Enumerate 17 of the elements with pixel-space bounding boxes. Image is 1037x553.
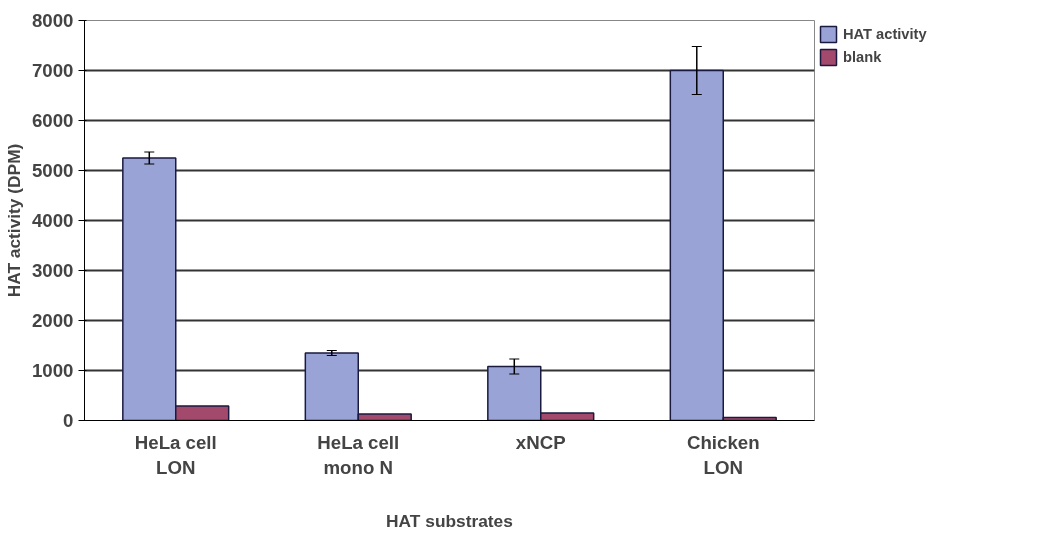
y-axis-title: HAT activity (DPM)	[4, 143, 24, 298]
y-tick-label: 2000	[32, 310, 74, 331]
x-axis-title: HAT substrates	[386, 510, 513, 531]
x-tick-label: HeLa cell LON	[134, 431, 217, 478]
y-tick-label: 0	[63, 410, 74, 431]
y-tick-label: 3000	[32, 260, 74, 281]
y-tick-label: 1000	[32, 360, 74, 381]
x-tick-label: HeLa cell mono N	[317, 431, 400, 478]
y-tick-label: 4000	[32, 210, 74, 231]
x-tick-label: xNCP	[515, 431, 566, 453]
y-tick-label: 8000	[32, 10, 74, 31]
y-tick-label: 5000	[32, 160, 74, 181]
y-tick-label: 6000	[32, 110, 74, 131]
legend-label: HAT activity	[843, 26, 927, 42]
y-tick-label: 7000	[32, 60, 74, 81]
legend-label: blank	[843, 49, 882, 65]
x-tick-label: Chicken LON	[686, 431, 760, 478]
